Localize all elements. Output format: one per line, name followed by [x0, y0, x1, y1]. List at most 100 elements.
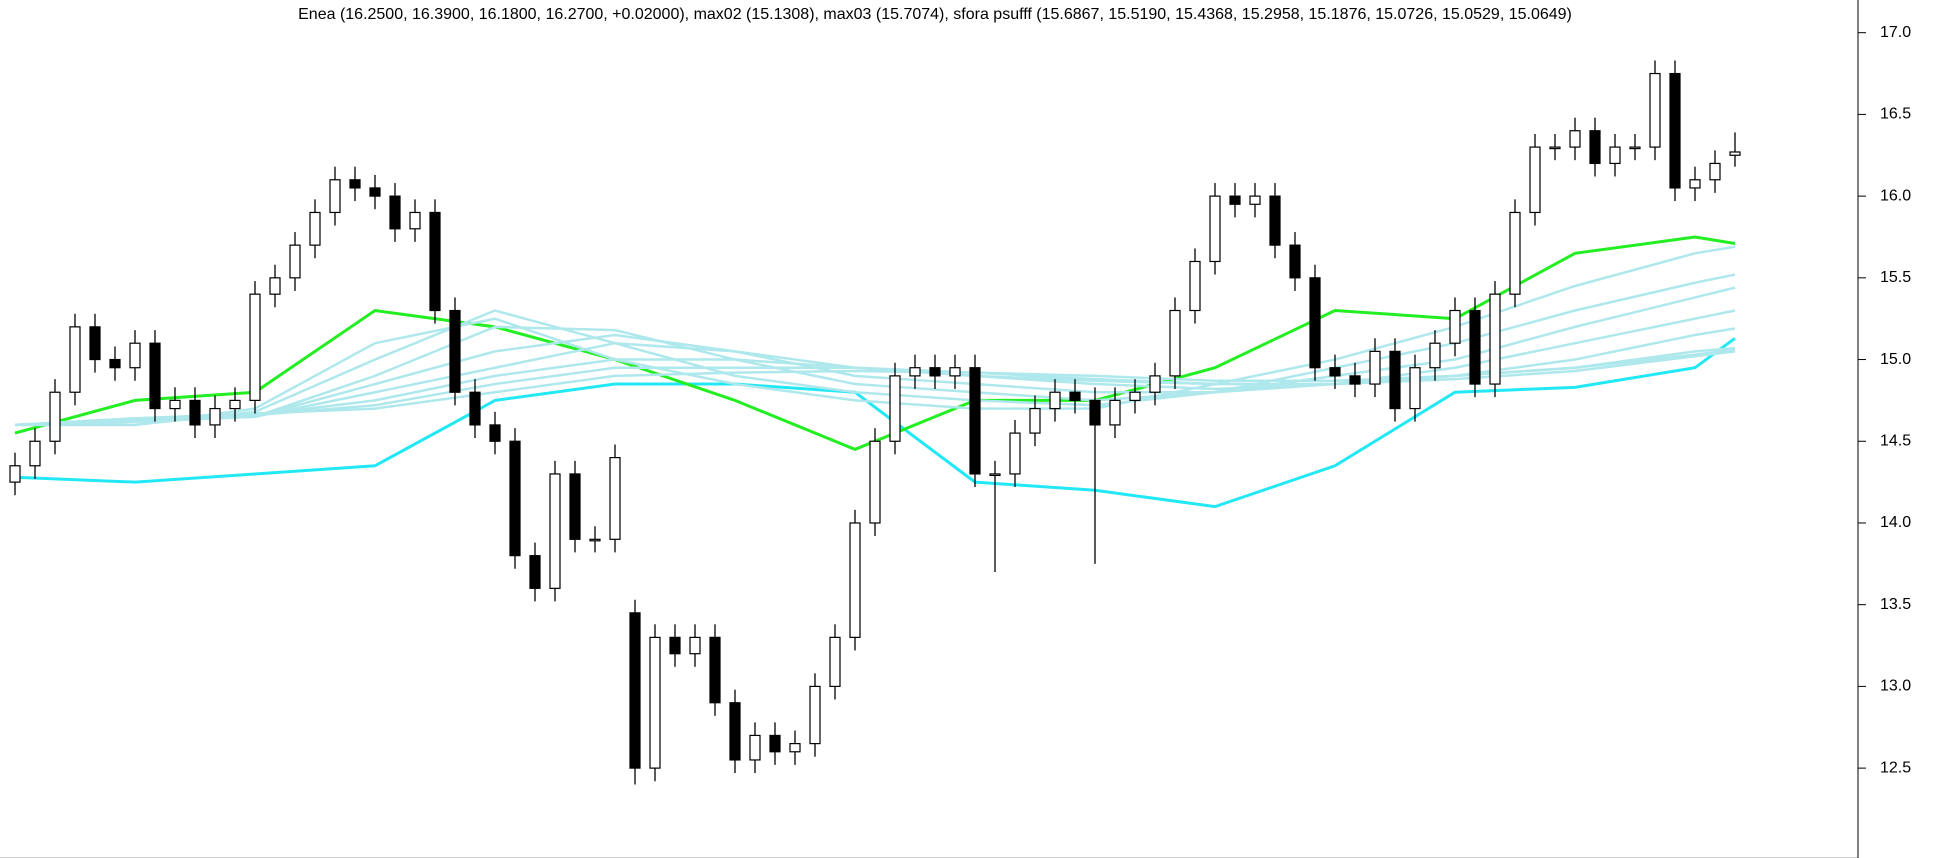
candle-body	[689, 636, 701, 655]
y-tick-label: 16.5	[1880, 106, 1911, 123]
candle-body	[1249, 195, 1261, 205]
candle-body	[1009, 432, 1021, 475]
candle-body	[1489, 293, 1501, 385]
candle-body	[1449, 309, 1461, 344]
candle-body	[49, 391, 61, 442]
candle-body	[1369, 350, 1381, 385]
candle-body	[589, 538, 601, 542]
candle-body	[509, 440, 521, 557]
candle-body	[1049, 391, 1061, 410]
y-tick-label: 12.5	[1880, 759, 1911, 776]
candle-body	[809, 685, 821, 745]
line	[14, 337, 1736, 509]
candle-body	[1709, 162, 1721, 181]
y-tick-label: 14.0	[1880, 514, 1911, 531]
candle-body	[1089, 399, 1101, 426]
candle-body	[1229, 195, 1241, 205]
y-tick-label: 15.0	[1880, 351, 1911, 368]
candle-body	[1469, 309, 1481, 385]
candle-body	[1289, 244, 1301, 279]
candle-body	[1429, 342, 1441, 369]
candle-body	[109, 358, 121, 369]
candle-body	[1509, 211, 1521, 295]
y-tick-label: 15.5	[1880, 269, 1911, 286]
candle-body	[349, 179, 361, 189]
y-tick-label: 16.0	[1880, 187, 1911, 204]
candle-body	[1209, 195, 1221, 263]
candle-body	[1269, 195, 1281, 246]
candle-body	[989, 473, 1001, 477]
candle-body	[549, 473, 561, 589]
candle-body	[1389, 350, 1401, 410]
candle-body	[649, 636, 661, 769]
candle-body	[1129, 391, 1141, 402]
candle-body	[1669, 72, 1681, 189]
candle-body	[1309, 277, 1321, 369]
candle-body	[89, 326, 101, 361]
candle-body	[1689, 179, 1701, 189]
candle-body	[389, 195, 401, 230]
candle-body	[309, 211, 321, 246]
candle-body	[129, 342, 141, 369]
candle-body	[629, 612, 641, 769]
candle-body	[149, 342, 161, 410]
candle-body	[789, 742, 801, 753]
candle-body	[749, 734, 761, 761]
candle-body	[829, 636, 841, 687]
candle-body	[429, 211, 441, 312]
candle-body	[889, 375, 901, 442]
candle-body	[1629, 146, 1641, 150]
candle-body	[169, 399, 181, 410]
candle-body	[269, 277, 281, 295]
line	[15, 273, 1736, 427]
candle-body	[949, 367, 961, 377]
candle-body	[729, 702, 741, 761]
candle-body	[529, 555, 541, 589]
candle-body	[1109, 399, 1121, 426]
candle-body	[29, 440, 41, 467]
candle-body	[1649, 72, 1661, 148]
candle-body	[1349, 375, 1361, 385]
candle-body	[1729, 151, 1741, 156]
candle-body	[1529, 146, 1541, 214]
candle-body	[189, 399, 201, 426]
candle-body	[249, 293, 261, 401]
y-tick-label: 14.5	[1880, 432, 1911, 449]
candle-body	[229, 399, 241, 410]
y-tick-label: 13.0	[1880, 678, 1911, 695]
candle-body	[1549, 146, 1561, 150]
candle-body	[1589, 130, 1601, 165]
chart-title: Enea (16.2500, 16.3900, 16.1800, 16.2700…	[298, 6, 1572, 23]
candle-body	[1189, 260, 1201, 312]
candle-body	[929, 367, 941, 377]
candle-body	[1569, 130, 1581, 148]
candle-body	[289, 244, 301, 279]
candle-body	[69, 326, 81, 393]
candle-body	[1409, 367, 1421, 410]
candle-body	[1069, 391, 1081, 402]
candle-body	[1329, 367, 1341, 377]
candle-body	[569, 473, 581, 540]
candle-body	[409, 211, 421, 230]
candle-body	[969, 367, 981, 475]
candle-body	[9, 465, 21, 483]
candle-body	[1609, 146, 1621, 165]
candle-body	[329, 179, 341, 214]
candle-body	[709, 636, 721, 704]
candle-body	[609, 457, 621, 540]
candle-body	[669, 636, 681, 655]
candle-body	[1149, 375, 1161, 393]
y-tick-label: 17.0	[1880, 24, 1911, 41]
candle-body	[489, 424, 501, 442]
candle-body	[369, 187, 381, 197]
candle-body	[769, 734, 781, 753]
y-tick-label: 13.5	[1880, 596, 1911, 613]
candle-body	[449, 309, 461, 393]
candle-body	[849, 522, 861, 638]
candle-body	[1029, 407, 1041, 434]
candle-body	[469, 391, 481, 426]
candle-body	[909, 367, 921, 377]
candle-body	[209, 407, 221, 426]
